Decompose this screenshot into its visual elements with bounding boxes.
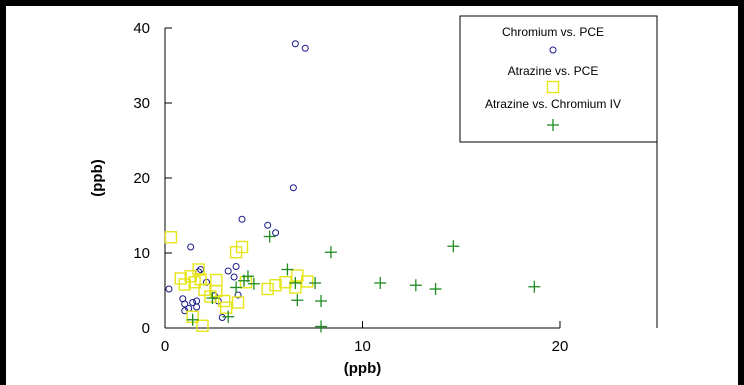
atrazine-pce-point bbox=[239, 276, 253, 289]
atrazine-chromium-point bbox=[206, 292, 219, 304]
chromium-pce-point bbox=[301, 44, 309, 52]
atrazine-pce-point bbox=[261, 282, 274, 296]
chromium-pce-point bbox=[193, 303, 201, 311]
chromium-pce-point bbox=[224, 267, 232, 275]
atrazine-chromium-point bbox=[309, 277, 322, 289]
y-tick-label: 30 bbox=[133, 95, 150, 112]
chromium-pce-point bbox=[218, 314, 226, 321]
legend-label-atrazine-pce: Atrazine vs. PCE bbox=[508, 64, 599, 78]
y-tick-label: 10 bbox=[133, 245, 150, 262]
x-tick-label: 10 bbox=[354, 338, 371, 355]
legend-label-chromium-pce: Chromium vs. PCE bbox=[502, 25, 604, 39]
atrazine-chromium-point bbox=[429, 283, 442, 295]
atrazine-pce-point bbox=[235, 240, 249, 254]
y-axis-title: (ppb) bbox=[89, 159, 106, 196]
legend-marker-atrazine-chromium bbox=[547, 119, 559, 131]
legend-marker-chromium-pce bbox=[549, 46, 557, 54]
x-axis-title: (ppb) bbox=[344, 360, 381, 377]
atrazine-chromium-point bbox=[291, 294, 304, 307]
chromium-pce-point bbox=[238, 215, 246, 223]
legend-label-atrazine-chromium: Atrazine vs. Chromium IV bbox=[485, 97, 621, 111]
chromium-pce-point bbox=[187, 243, 195, 251]
chromium-pce-point bbox=[289, 184, 297, 192]
atrazine-pce-point bbox=[210, 285, 223, 298]
chromium-pce-point bbox=[230, 273, 238, 281]
atrazine-chromium-point bbox=[230, 281, 243, 294]
atrazine-pce-point bbox=[218, 294, 231, 308]
atrazine-chromium-point bbox=[447, 240, 460, 253]
chromium-pce-point bbox=[272, 229, 280, 237]
atrazine-chromium-point bbox=[289, 277, 302, 289]
atrazine-pce-point bbox=[192, 263, 205, 276]
y-tick-label: 0 bbox=[142, 320, 150, 337]
atrazine-pce-point bbox=[210, 273, 223, 287]
tick-marks bbox=[164, 27, 561, 329]
atrazine-chromium-point bbox=[315, 295, 328, 307]
atrazine-chromium-point bbox=[263, 230, 276, 243]
atrazine-chromium-point bbox=[374, 277, 387, 289]
chromium-pce-point bbox=[193, 297, 201, 305]
atrazine-chromium-point bbox=[247, 277, 260, 290]
atrazine-chromium-point bbox=[528, 280, 541, 293]
legend-box bbox=[459, 15, 658, 143]
atrazine-chromium-point bbox=[409, 279, 422, 292]
chromium-pce-point bbox=[264, 221, 272, 229]
atrazine-pce-point bbox=[164, 231, 178, 244]
atrazine-pce-point bbox=[269, 279, 282, 292]
chromium-pce-point bbox=[232, 263, 240, 270]
y-tick-label: 20 bbox=[133, 170, 150, 187]
atrazine-chromium-point bbox=[186, 313, 199, 326]
chromium-pce-point bbox=[189, 299, 197, 306]
atrazine-chromium-point bbox=[315, 320, 328, 333]
y-tick-label: 40 bbox=[133, 20, 150, 37]
atrazine-chromium-point bbox=[281, 263, 294, 276]
atrazine-pce-point bbox=[301, 275, 314, 288]
atrazine-chromium-point bbox=[241, 270, 254, 283]
x-tick-label: 20 bbox=[552, 338, 569, 355]
atrazine-chromium-point bbox=[324, 246, 337, 259]
x-tick-label: 0 bbox=[161, 338, 169, 355]
chromium-pce-point bbox=[181, 300, 189, 308]
legend-marker-atrazine-pce bbox=[546, 80, 560, 94]
atrazine-pce-point bbox=[196, 319, 209, 332]
legend-markers bbox=[546, 46, 560, 131]
tick-labels: 0 10 20 30 40 0 10 20 bbox=[133, 20, 568, 355]
chromium-pce-point bbox=[165, 285, 173, 293]
atrazine-pce-point bbox=[231, 296, 245, 309]
chromium-pce-point bbox=[291, 40, 299, 48]
legend: Chromium vs. PCE Atrazine vs. PCE Atrazi… bbox=[459, 15, 658, 143]
data-points bbox=[164, 40, 541, 333]
atrazine-pce-point bbox=[220, 301, 233, 314]
chromium-pce-point bbox=[234, 291, 242, 299]
atrazine-chromium-point bbox=[222, 310, 235, 323]
